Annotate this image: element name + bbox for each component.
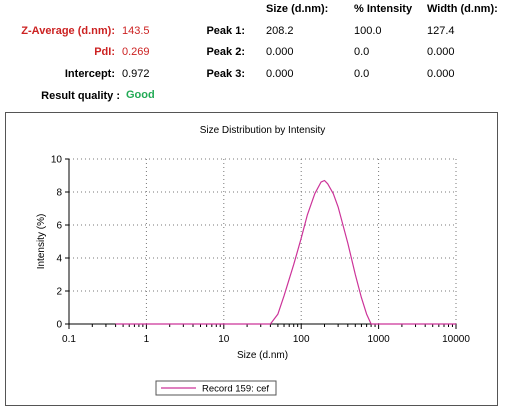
y-axis-label: Intensity (%) <box>36 214 47 270</box>
peak-1-intensity: 100.0 <box>354 25 382 37</box>
width-column-header: Width (d.nm): <box>427 3 498 15</box>
peak-2-intensity: 0.0 <box>354 46 370 58</box>
peak-2-label: Peak 2: <box>206 46 245 58</box>
peak-1-label: Peak 1: <box>206 25 245 37</box>
series-line-0 <box>115 179 456 325</box>
y-tick-label: 10 <box>51 155 63 166</box>
intercept-value: 0.972 <box>122 68 150 80</box>
x-tick-label: 1000 <box>367 334 390 345</box>
z-average-label: Z-Average (d.nm): <box>21 25 115 37</box>
x-tick-label: 10000 <box>442 334 470 345</box>
z-average-value: 143.5 <box>122 25 150 37</box>
x-tick-label: 0.1 <box>62 334 76 345</box>
result-quality-label: Result quality : <box>41 90 120 102</box>
size-column-header: Size (d.nm): <box>266 3 329 15</box>
pdi-value: 0.269 <box>122 46 150 58</box>
chart-frame: Size Distribution by Intensity 0 2 4 6 8 10 0.1… <box>5 112 498 406</box>
x-tick-label: 1 <box>144 334 150 345</box>
y-tick-label: 0 <box>56 320 62 331</box>
size-distribution-chart: Size Distribution by Intensity 0 2 4 6 8 10 0.1… <box>36 125 470 396</box>
result-quality-value: Good <box>126 89 155 101</box>
y-tick-label: 8 <box>56 188 62 199</box>
pdi-label: PdI: <box>94 46 115 58</box>
intercept-label: Intercept: <box>64 68 115 80</box>
intensity-column-header: % Intensity <box>354 3 413 15</box>
y-tick-label: 2 <box>56 287 62 298</box>
y-tick-label: 6 <box>56 221 62 232</box>
legend-box <box>155 380 277 396</box>
peak-3-width: 0.000 <box>427 68 455 80</box>
peak-2-size: 0.000 <box>266 46 294 58</box>
peak-2-width: 0.000 <box>427 46 455 58</box>
x-tick-label: 10 <box>218 334 230 345</box>
peak-3-intensity: 0.0 <box>354 68 370 80</box>
x-axis-label: Size (d.nm) <box>237 350 288 361</box>
peak-3-size: 0.000 <box>266 68 294 80</box>
legend-label: Record 159: cef <box>202 384 269 395</box>
peak-1-width: 127.4 <box>427 25 455 37</box>
y-tick-label: 4 <box>56 254 62 265</box>
x-tick-label: 100 <box>293 334 310 345</box>
chart-title: Size Distribution by Intensity <box>200 125 326 136</box>
peak-3-label: Peak 3: <box>206 68 245 80</box>
peak-1-size: 208.2 <box>266 25 294 37</box>
